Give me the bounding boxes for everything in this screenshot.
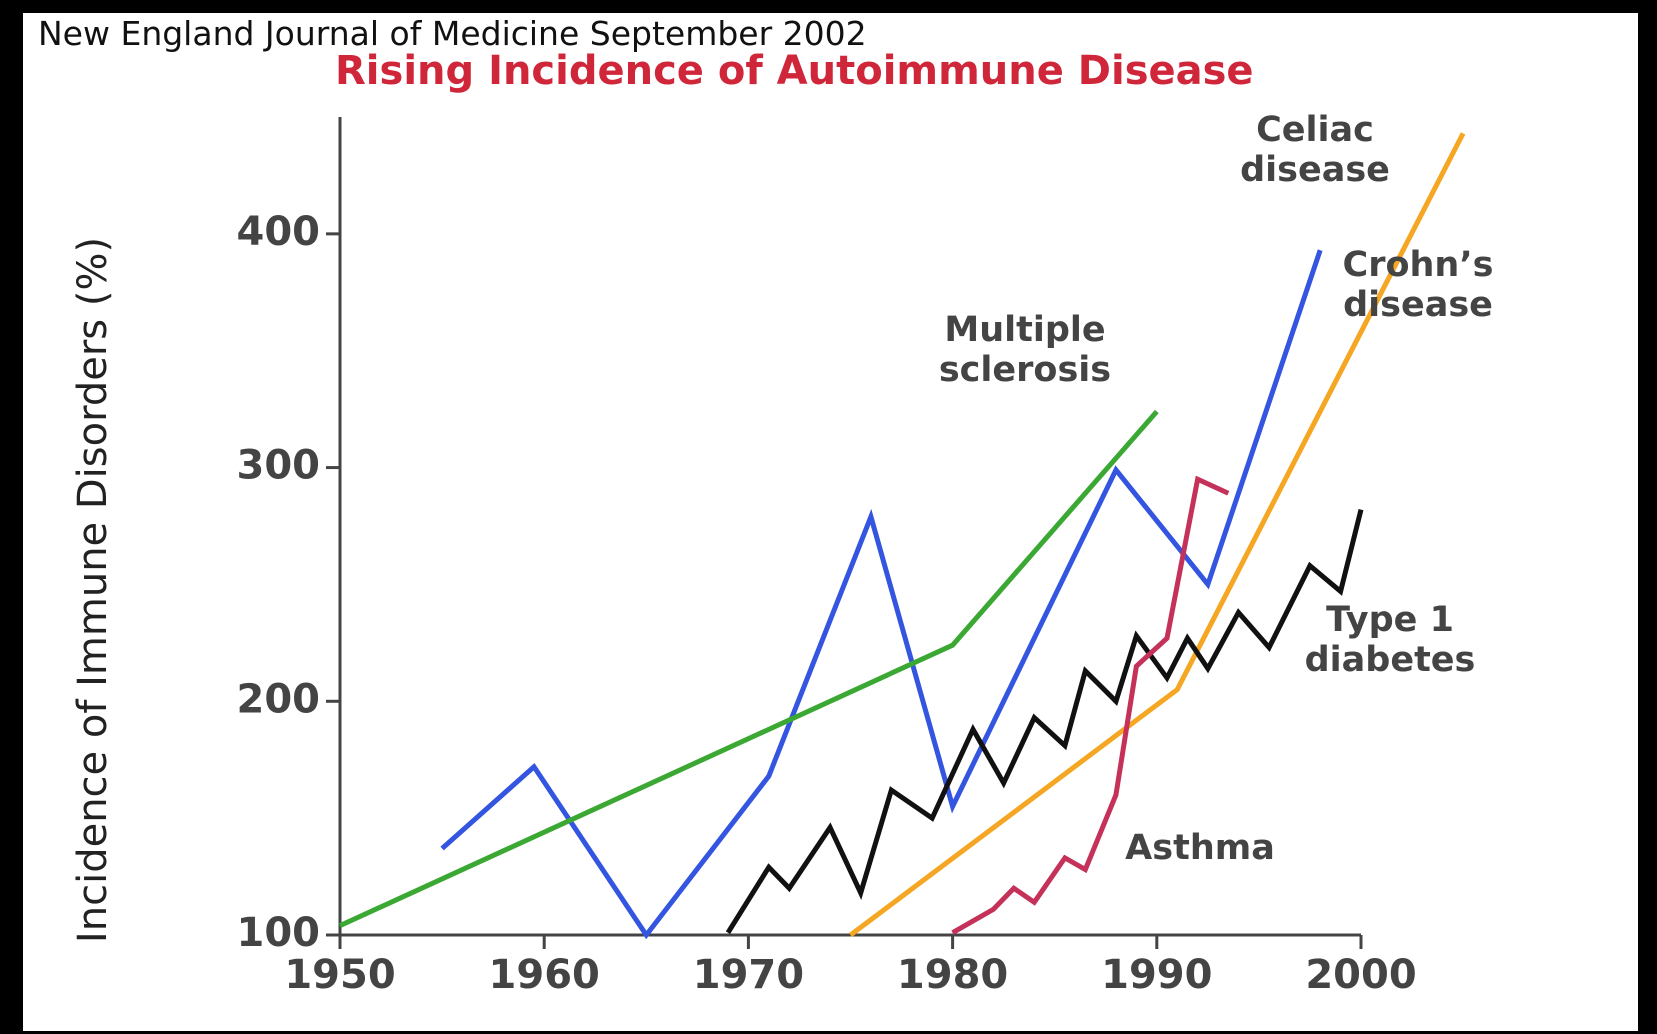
chart-title: Rising Incidence of Autoimmune Disease bbox=[335, 48, 1254, 94]
series-label: Asthma bbox=[1125, 828, 1275, 868]
series-label: Multiple sclerosis bbox=[938, 310, 1112, 390]
x-tick-label: 1990 bbox=[1101, 952, 1212, 998]
x-tick-label: 1980 bbox=[897, 952, 1008, 998]
series-line bbox=[725, 509, 1364, 934]
series-line bbox=[848, 132, 1466, 937]
y-tick-label: 300 bbox=[237, 443, 321, 489]
series-label: Crohn’s disease bbox=[1342, 245, 1494, 325]
y-tick-label: 100 bbox=[237, 910, 321, 956]
series-line bbox=[440, 249, 1323, 940]
x-tick-label: 1960 bbox=[489, 952, 600, 998]
series-line bbox=[338, 409, 1159, 928]
panel bbox=[23, 13, 1638, 1031]
x-tick-label: 2000 bbox=[1305, 952, 1416, 998]
series-line bbox=[951, 475, 1230, 935]
y-axis-label: Incidence of Immune Disorders (%) bbox=[70, 237, 116, 943]
y-tick-label: 200 bbox=[237, 676, 321, 722]
y-tick-label: 400 bbox=[237, 209, 321, 255]
series-label: Type 1 diabetes bbox=[1304, 600, 1476, 680]
series-label: Celiac disease bbox=[1240, 110, 1390, 190]
x-tick-label: 1970 bbox=[693, 952, 804, 998]
x-tick-label: 1950 bbox=[284, 952, 395, 998]
source-header: New England Journal of Medicine Septembe… bbox=[38, 14, 867, 53]
